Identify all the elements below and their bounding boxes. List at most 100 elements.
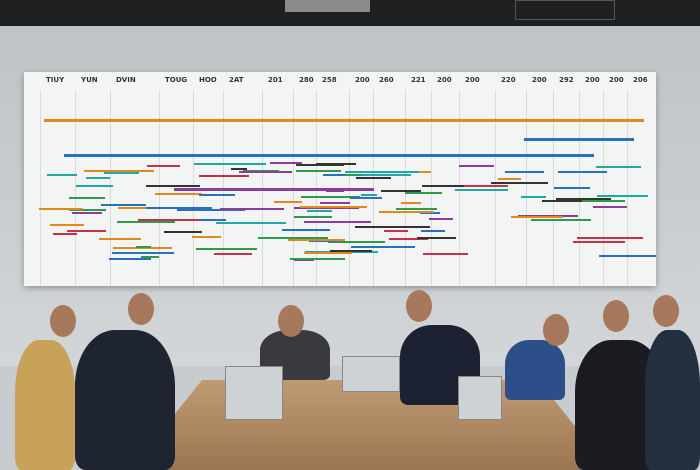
chart-bar	[64, 154, 504, 157]
chart-bar	[53, 232, 78, 235]
chart-bar	[553, 200, 626, 203]
chart-gridline	[110, 90, 111, 286]
chart-header-label: HOO	[199, 76, 217, 84]
chart-bar	[422, 252, 468, 255]
chart-bar	[595, 165, 642, 168]
chart-bar	[296, 163, 344, 166]
laptop	[342, 356, 400, 392]
chart-bar	[303, 252, 352, 255]
laptop	[225, 366, 283, 420]
chart-bar	[355, 225, 430, 228]
person-head	[128, 293, 154, 325]
chart-bar	[282, 229, 331, 232]
person-head	[543, 314, 569, 346]
chart-gridline	[526, 90, 527, 286]
chart-bar	[177, 209, 246, 212]
chart-bar	[497, 178, 521, 181]
chart-bar	[273, 201, 303, 203]
chart-bar	[531, 219, 592, 221]
chart-bar	[463, 184, 509, 187]
person	[645, 330, 700, 470]
chart-bar	[199, 175, 250, 178]
chart-bar	[364, 154, 594, 157]
chart-header-label: 292	[559, 76, 574, 84]
chart-bar	[137, 219, 201, 222]
chart-bar	[76, 185, 113, 188]
chart-bar	[308, 240, 339, 243]
chart-bar	[557, 170, 607, 173]
chart-bar	[71, 211, 103, 214]
chart-header-label: TOUG	[165, 76, 188, 84]
chart-bar	[135, 246, 152, 249]
chart-header-label: 221	[411, 76, 426, 84]
chart-bar	[213, 252, 253, 255]
chart-bar	[293, 215, 332, 218]
chart-bar	[258, 237, 329, 240]
chart-bar	[179, 218, 227, 221]
chart-bar	[307, 210, 332, 213]
chart-bar	[50, 223, 84, 226]
chart-bar	[98, 237, 142, 240]
chart-bar	[379, 211, 434, 214]
chart-bar	[417, 237, 456, 240]
chart-header-label: 200	[609, 76, 624, 84]
chart-bar	[216, 221, 286, 224]
chart-gridline	[431, 90, 432, 286]
chart-bar	[459, 164, 494, 167]
chart-header-row: TIUY YUN DVIN TOUG HOO 2AT 201 280 258 200 260 221 2…	[24, 76, 656, 90]
person	[15, 340, 75, 470]
chart-bar	[66, 230, 107, 233]
chart-bar	[101, 203, 146, 206]
ceiling-light	[285, 0, 370, 12]
person-head	[603, 300, 629, 332]
chart-bar	[360, 194, 378, 197]
wall-chart-board: TIUY YUN DVIN TOUG HOO 2AT 201 280 258 200 260 221 2…	[24, 72, 656, 286]
ceiling-light	[515, 0, 615, 20]
chart-bar	[145, 185, 201, 188]
chart-bar	[384, 230, 409, 233]
chart-bar	[193, 162, 267, 165]
chart-bar	[404, 191, 442, 194]
chart-bar	[192, 236, 222, 239]
chart-bar	[239, 171, 292, 174]
person-head	[50, 305, 76, 337]
chart-bar	[83, 170, 152, 173]
chart-gridline	[459, 90, 460, 286]
chart-bar	[141, 255, 160, 258]
chart-bar	[428, 218, 454, 221]
chart-gridline	[405, 90, 406, 286]
chart-header-label: 280	[299, 76, 314, 84]
chart-bar	[289, 258, 346, 261]
chart-bar	[350, 196, 383, 199]
chart-gridline	[159, 90, 160, 286]
chart-header-label: 200	[465, 76, 480, 84]
chart-bar	[137, 206, 212, 209]
chart-bar	[68, 196, 105, 199]
chart-header-label: 200	[532, 76, 547, 84]
chart-bar	[511, 216, 564, 219]
chart-bar	[421, 229, 446, 232]
chart-bar	[320, 202, 351, 205]
chart-bar	[111, 251, 175, 254]
chart-bar	[195, 247, 257, 250]
chart-bar	[300, 195, 361, 198]
chart-bar	[199, 194, 236, 197]
chart-header-label: YUN	[81, 76, 98, 84]
chart-header-label: 206	[633, 76, 648, 84]
chart-header-label: 220	[501, 76, 516, 84]
chart-header-label: 258	[322, 76, 337, 84]
chart-bar	[155, 193, 202, 196]
chart-bar	[294, 259, 314, 262]
chart-bar	[147, 164, 181, 167]
laptop	[458, 376, 502, 420]
chart-bar	[388, 237, 428, 240]
chart-header-label: 201	[268, 76, 283, 84]
chart-bar	[380, 190, 421, 193]
person-head	[653, 295, 679, 327]
chart-bar	[454, 188, 509, 191]
chart-gridline	[553, 90, 554, 286]
chart-bar	[356, 177, 392, 180]
chart-bar	[117, 207, 147, 210]
person-head	[406, 290, 432, 322]
chart-bar	[542, 200, 582, 203]
